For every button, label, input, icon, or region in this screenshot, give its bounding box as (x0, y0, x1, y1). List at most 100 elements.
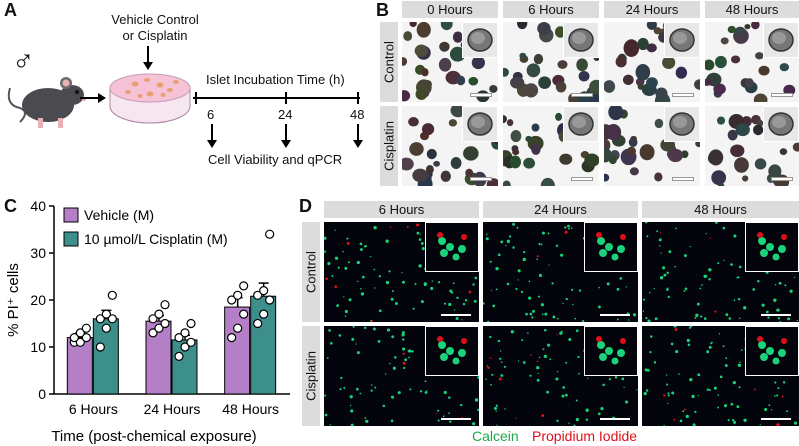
cell (778, 281, 782, 285)
cell (461, 319, 463, 321)
islet (753, 93, 768, 102)
islet (635, 63, 651, 81)
magnified-inset (563, 106, 599, 142)
data-point (160, 318, 170, 329)
cell (736, 277, 738, 279)
cell (525, 312, 528, 316)
scale-bar (600, 314, 630, 316)
islet (730, 144, 745, 158)
cell (646, 235, 649, 238)
cell (597, 412, 601, 416)
cell (708, 345, 712, 349)
cell (355, 387, 359, 391)
cell (365, 419, 369, 424)
cell (388, 270, 391, 273)
cell (397, 391, 401, 395)
cell (536, 366, 540, 370)
islet (510, 76, 525, 89)
cell (442, 415, 445, 418)
cell (342, 250, 344, 253)
cell (448, 412, 450, 414)
islet (589, 79, 599, 94)
cell (326, 357, 329, 359)
scale-bar (672, 93, 694, 97)
islet (471, 56, 485, 70)
islet (416, 22, 431, 38)
cell (666, 271, 669, 275)
cell (392, 366, 396, 370)
panel-d-col-header: 48 Hours (642, 201, 799, 218)
cell (565, 361, 568, 364)
islet (402, 57, 408, 66)
cell (561, 394, 565, 398)
data-point (101, 309, 111, 319)
cell (349, 404, 352, 407)
panel-b-col-header: 48 Hours (705, 1, 799, 18)
cell (495, 410, 497, 413)
cell (541, 313, 544, 316)
cell (598, 286, 600, 289)
cell (402, 338, 405, 341)
cell (703, 317, 707, 320)
cell (455, 317, 459, 321)
islet (456, 75, 466, 86)
cell (495, 288, 498, 291)
row-label-text: Cisplatin (381, 121, 397, 171)
cell (547, 232, 550, 235)
data-point (148, 328, 158, 338)
cell (363, 245, 367, 248)
panel-d-col-header: 6 Hours (324, 201, 479, 218)
islet (708, 149, 724, 166)
cell (737, 363, 742, 367)
cell (774, 381, 777, 384)
data-point (180, 328, 190, 338)
cell (653, 361, 657, 364)
propidium-iodide-label: Propidium Iodide (532, 428, 638, 444)
cell (689, 245, 691, 248)
cell (337, 266, 340, 269)
islet (705, 78, 712, 86)
cell (774, 284, 777, 286)
cell (699, 287, 702, 290)
magnified-inset (664, 22, 700, 58)
cell (391, 335, 395, 339)
cell (667, 295, 670, 299)
scale-bar (600, 418, 630, 420)
cell (568, 337, 572, 342)
islet (758, 65, 770, 76)
islet (531, 143, 541, 155)
cell (644, 368, 648, 372)
panel-b-col-header: 0 Hours (402, 1, 498, 18)
cell (483, 302, 485, 305)
cell (581, 319, 585, 322)
cell (585, 418, 589, 421)
cell (334, 256, 339, 260)
islet (523, 157, 536, 169)
cell (659, 276, 664, 280)
scale-bar (441, 314, 471, 316)
islet (615, 56, 627, 68)
cell (324, 394, 327, 397)
cell (573, 424, 576, 426)
data-point (259, 285, 269, 296)
x-tick-label: 48 Hours (222, 401, 279, 417)
cell (544, 312, 548, 316)
cell (597, 305, 601, 309)
cell (715, 222, 718, 224)
cell (659, 245, 661, 247)
islet (653, 27, 662, 35)
islet (654, 118, 664, 129)
cell (360, 248, 363, 251)
cell (616, 287, 620, 291)
islet (510, 129, 522, 143)
cell (344, 266, 348, 270)
islet (605, 123, 622, 141)
cell (739, 361, 741, 363)
data-point (95, 314, 105, 324)
cell (500, 350, 502, 352)
data-point (69, 333, 79, 343)
cell (411, 350, 414, 353)
cell (462, 302, 466, 306)
islet (604, 147, 612, 163)
row-label-text: Control (381, 41, 397, 83)
